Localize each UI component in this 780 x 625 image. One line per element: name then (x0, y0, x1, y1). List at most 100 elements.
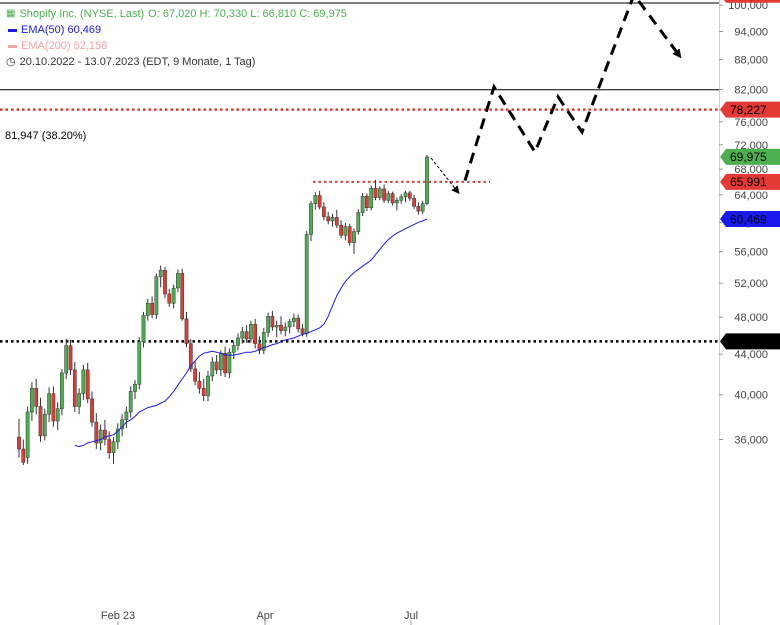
candle-body (373, 188, 378, 198)
candle-body (197, 380, 202, 389)
candle-89 (399, 194, 404, 204)
candle-33 (158, 265, 163, 288)
candle-body (34, 388, 39, 407)
ohlc-values: O: 67,020 H: 70,330 L: 66,810 C: 69,975 (148, 8, 347, 20)
candle-body (249, 324, 253, 340)
candle-body (141, 315, 146, 343)
candle-55 (253, 318, 258, 349)
ema200-swatch-icon (8, 44, 17, 48)
candle-46 (214, 355, 219, 374)
candle-body (386, 193, 391, 201)
y-tick-label-10: 76,000 (734, 117, 768, 129)
candle-10 (60, 368, 64, 416)
price-tag-box (720, 101, 780, 118)
candle-29 (141, 311, 146, 348)
candle-19 (98, 424, 103, 451)
candle-58 (266, 312, 270, 338)
instrument-name: Shopify Inc. (NYSE, Last) (19, 8, 145, 20)
candle-69 (313, 192, 318, 210)
candle-56 (257, 336, 262, 355)
candle-6 (42, 408, 47, 441)
ema50-swatch-icon (8, 28, 17, 32)
candle-body (304, 234, 309, 334)
y-tick-label-14: 100,000 (728, 0, 768, 12)
candle-body (47, 393, 51, 415)
candle-body (403, 192, 408, 198)
y-tick-label-1: 40,000 (734, 390, 768, 402)
price-tag-2: 69,975 (720, 148, 780, 165)
candle-79 (356, 209, 361, 235)
candle-body (317, 195, 322, 208)
candle-body (128, 391, 133, 413)
candle-body (257, 343, 262, 351)
candle-14 (77, 388, 81, 415)
candle-body (270, 316, 275, 328)
candle-body (107, 439, 112, 453)
candle-body (60, 372, 64, 409)
candle-54 (249, 320, 253, 343)
candle-91 (407, 190, 412, 201)
x-tick-label-2: Jul (404, 610, 418, 622)
chart-legend: ▦ Shopify Inc. (NYSE, Last) O: 67,020 H:… (6, 6, 347, 70)
legend-period: ◷ 20.10.2022 - 13.07.2023 (EDT, 9 Monate… (6, 54, 347, 70)
candle-body (219, 352, 223, 371)
y-tick-label-7: 64,000 (734, 190, 768, 202)
candle-51 (236, 333, 240, 351)
candle-body (133, 383, 137, 392)
candle-body (343, 226, 348, 236)
price-tag-label: 78,227 (730, 103, 767, 117)
candle-body (21, 448, 26, 463)
candle-body (352, 231, 356, 243)
candle-body (98, 429, 103, 444)
candle-16 (85, 362, 90, 404)
candle-32 (154, 273, 159, 319)
price-tags: 102,475 78,227 69,975 65,991 60,469 45,341 (720, 0, 780, 350)
candle-80 (360, 192, 365, 216)
candle-39 (184, 311, 189, 348)
candle-body (17, 436, 21, 450)
candle-body (339, 224, 343, 236)
legend-ema200: EMA(200) 52,158 (6, 38, 347, 54)
candle-body (90, 398, 94, 423)
candle-64 (292, 313, 296, 327)
candle-67 (304, 230, 309, 338)
candle-body (158, 270, 163, 277)
candle-59 (270, 311, 275, 331)
candle-82 (369, 185, 374, 211)
candle-body (313, 195, 318, 204)
candle-22 (111, 437, 116, 464)
candle-38 (180, 268, 185, 321)
candle-25 (124, 406, 129, 428)
candle-84 (377, 186, 382, 201)
candle-0 (17, 418, 21, 458)
candle-35 (167, 288, 172, 307)
candle-body (223, 352, 227, 374)
candle-30 (145, 299, 150, 321)
candle-52 (240, 327, 245, 344)
candle-76 (343, 223, 348, 241)
candle-body (163, 270, 167, 295)
candle-95 (425, 155, 429, 205)
candle-body (296, 317, 301, 330)
candle-body (407, 192, 412, 199)
candle-9 (55, 402, 60, 431)
candle-body (240, 331, 245, 339)
candle-60 (274, 320, 279, 338)
candle-body (184, 318, 189, 344)
candle-body (115, 428, 120, 443)
candle-body (176, 273, 180, 289)
candle-body (416, 206, 421, 212)
candle-body (347, 226, 352, 243)
candle-body (180, 273, 185, 320)
candle-74 (334, 209, 339, 228)
candle-body (103, 429, 107, 440)
candle-body (244, 331, 249, 340)
candle-71 (322, 202, 326, 221)
candle-body (68, 345, 73, 371)
candle-body (171, 287, 176, 304)
candle-65 (296, 314, 301, 333)
candle-body (25, 411, 30, 458)
candle-12 (68, 339, 73, 375)
y-tick-label-13: 94,000 (734, 27, 768, 39)
candle-45 (210, 357, 215, 382)
